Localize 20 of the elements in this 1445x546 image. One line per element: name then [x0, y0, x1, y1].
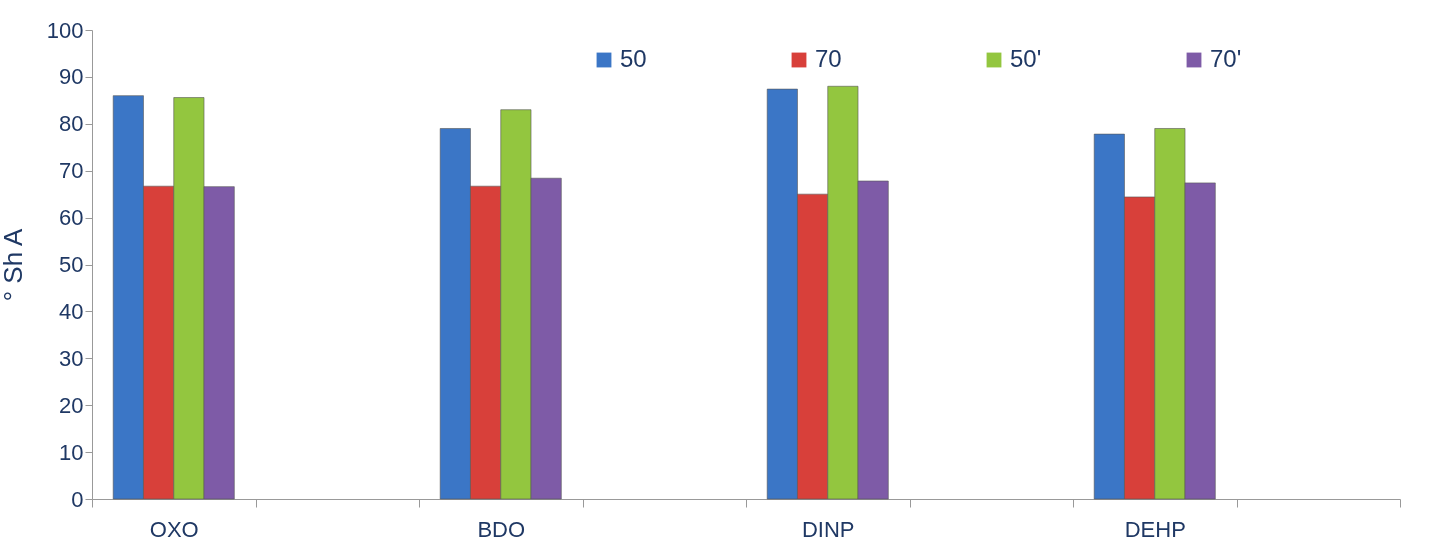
legend-label: 70' — [1210, 45, 1242, 72]
x-tick-label: DINP — [801, 516, 855, 542]
y-tick-label: 60 — [59, 205, 84, 231]
y-tick-label: 90 — [59, 64, 84, 90]
legend-label: 50' — [1010, 45, 1042, 72]
y-axis-title: ° Sh A — [0, 228, 28, 302]
y-tick-label: 20 — [59, 392, 84, 418]
x-tick-label: DEHP — [1124, 516, 1186, 542]
x-tick-label: BDO — [477, 516, 526, 542]
y-tick-label: 50 — [59, 252, 84, 277]
legend-label: 50 — [620, 45, 647, 72]
y-tick-label: 70 — [59, 158, 84, 184]
y-tick-label: 80 — [59, 111, 84, 137]
y-tick-label: 30 — [59, 345, 84, 371]
legend-label: 70 — [815, 45, 842, 72]
y-tick-label: 100 — [46, 17, 84, 43]
y-tick-label: 10 — [59, 439, 84, 465]
y-tick-label: 0 — [71, 486, 84, 512]
x-tick-label: OXO — [149, 516, 199, 542]
y-tick-label: 40 — [59, 298, 84, 324]
